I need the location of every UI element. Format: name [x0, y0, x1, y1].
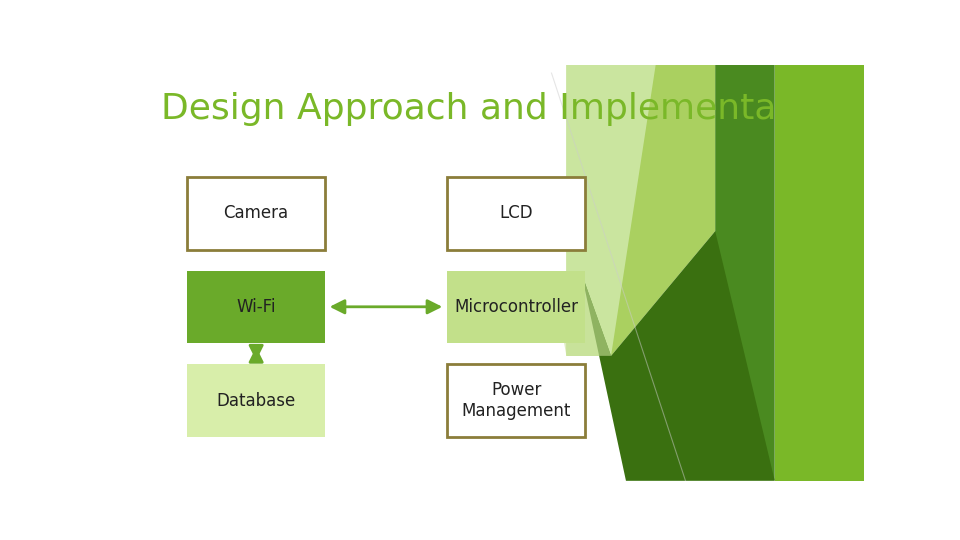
Text: Microcontroller: Microcontroller	[454, 298, 578, 316]
Text: Design Approach and Implementation: Design Approach and Implementation	[161, 92, 846, 126]
FancyBboxPatch shape	[187, 364, 324, 437]
FancyBboxPatch shape	[447, 364, 585, 437]
Polygon shape	[566, 65, 656, 356]
Text: Camera: Camera	[224, 205, 288, 222]
FancyBboxPatch shape	[447, 177, 585, 250]
FancyBboxPatch shape	[187, 271, 324, 343]
Text: Power
Management: Power Management	[462, 381, 571, 420]
Text: LCD: LCD	[499, 205, 533, 222]
FancyBboxPatch shape	[447, 271, 585, 343]
Polygon shape	[551, 273, 611, 356]
Polygon shape	[581, 231, 775, 481]
Polygon shape	[626, 65, 775, 481]
Polygon shape	[775, 65, 864, 481]
Text: Wi-Fi: Wi-Fi	[236, 298, 276, 316]
Text: Database: Database	[216, 392, 296, 409]
Polygon shape	[566, 65, 715, 356]
FancyBboxPatch shape	[187, 177, 324, 250]
